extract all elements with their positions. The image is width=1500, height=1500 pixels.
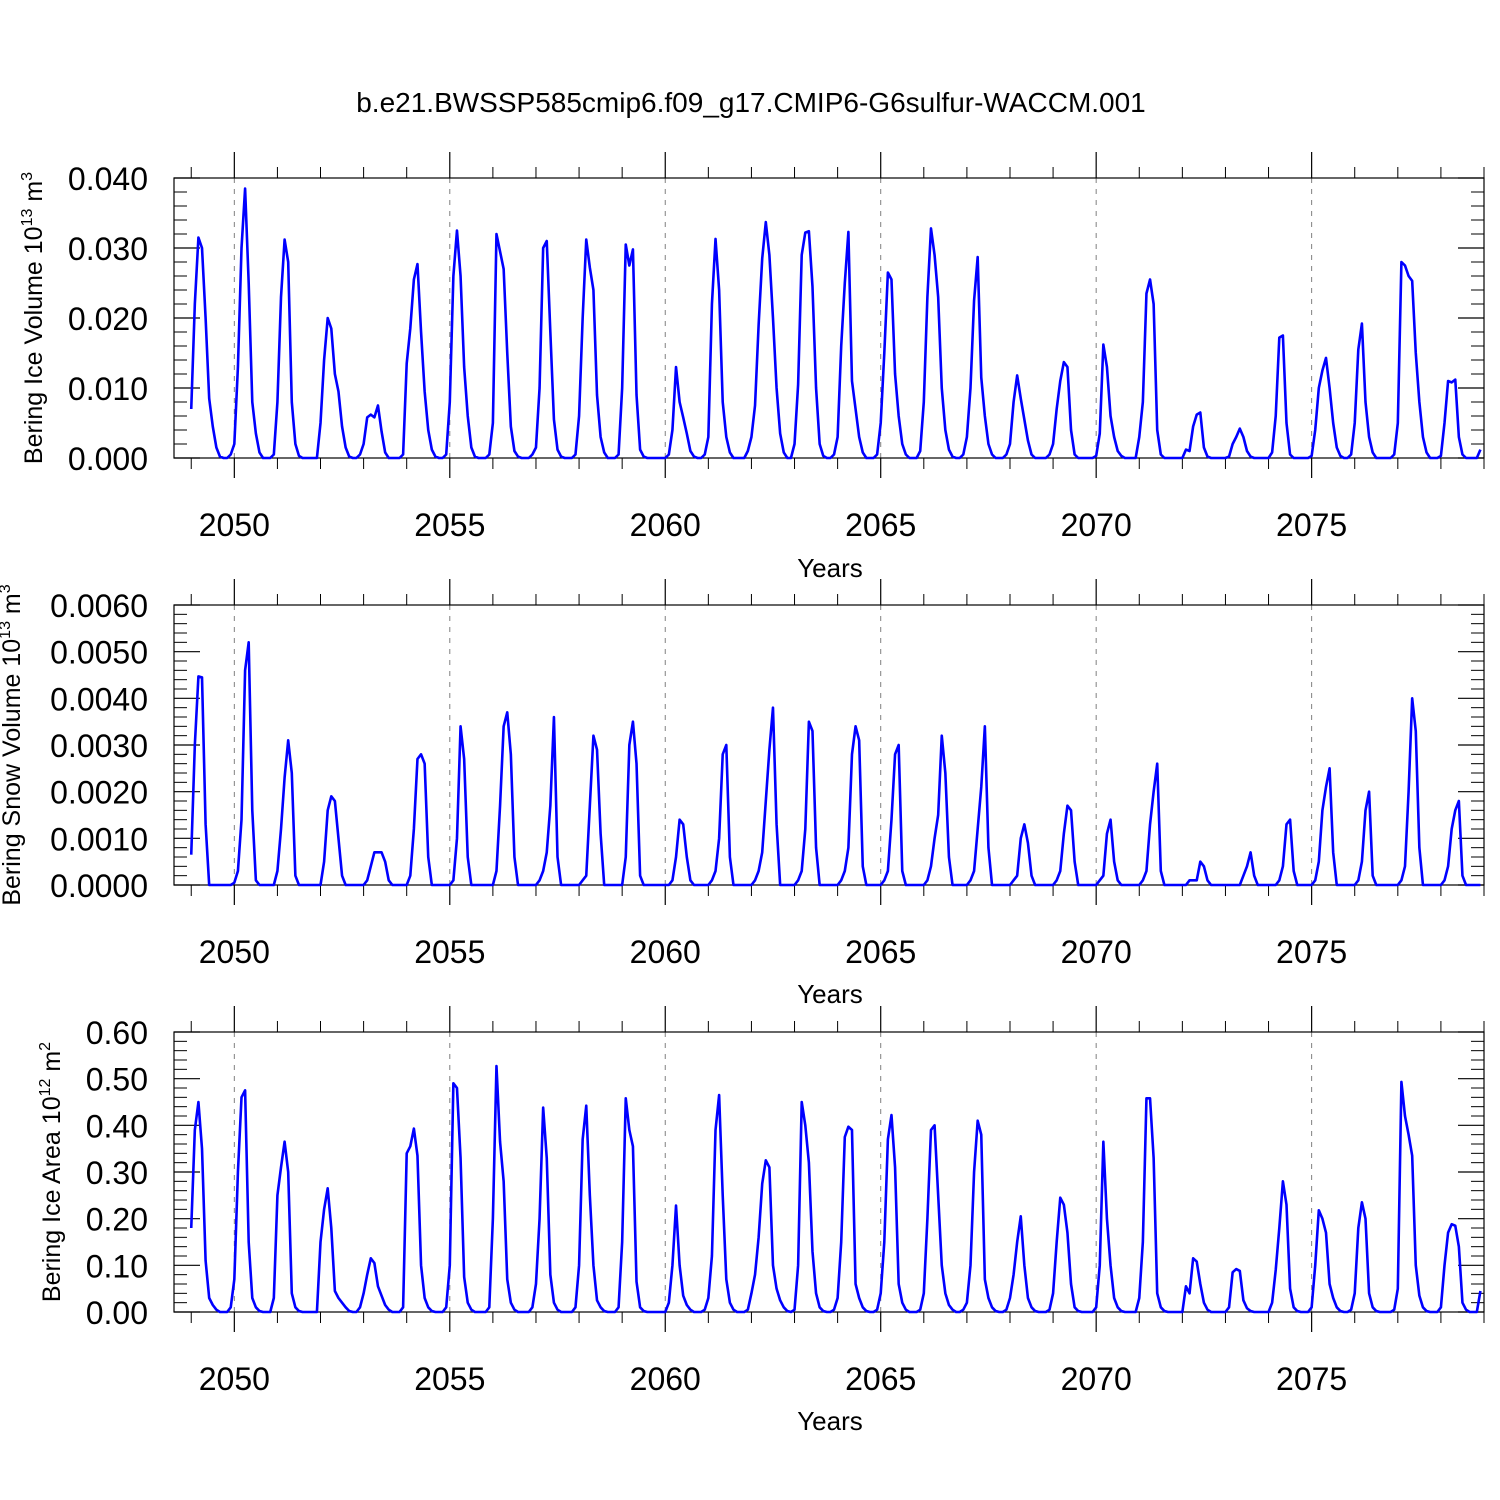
- ice-volume-ylabel: Bering Ice Volume 1013 m3: [19, 172, 48, 464]
- snow-volume-xtick-label: 2055: [414, 934, 485, 970]
- ice-volume-ylabel-unit-exp: 3: [19, 172, 36, 181]
- ice-area-xtick-label: 2075: [1276, 1361, 1347, 1397]
- ice-area-series-line: [189, 1064, 1482, 1314]
- ice-volume-ylabel-unit: m: [20, 181, 48, 209]
- snow-volume-ylabel-exp: 13: [0, 621, 14, 639]
- ice-area-ylabel-exp: 12: [37, 1078, 54, 1096]
- ice-volume-ytick-label: 0.000: [68, 441, 148, 477]
- ice-volume-ytick-label: 0.030: [68, 231, 148, 267]
- ice-volume-axes: [173, 152, 1485, 478]
- snow-volume-ytick-labels: 0.0000 0.0010 0.0020 0.0030 0.0040 0.0050 0.00…: [50, 588, 148, 904]
- ice-area-ylabel-unit: m: [38, 1051, 66, 1079]
- ice-volume-xtick-label: 2065: [845, 507, 916, 543]
- snow-volume-xtick-label: 2070: [1061, 934, 1132, 970]
- ice-area-ylabel-text: Bering Ice Area 10: [38, 1096, 66, 1302]
- ice-volume-xtick-label: 2050: [199, 507, 270, 543]
- ice-area-ytick-label: 0.50: [86, 1062, 148, 1098]
- ice-volume-ytick-label: 0.040: [68, 161, 148, 197]
- snow-volume-grid: [233, 605, 1313, 885]
- snow-volume-ytick-label: 0.0020: [50, 775, 148, 811]
- ice-area-xtick-label: 2055: [414, 1361, 485, 1397]
- ice-area-xtick-label: 2050: [199, 1361, 270, 1397]
- snow-volume-xtick-label: 2060: [630, 934, 701, 970]
- ice-volume-ylabel-exp: 13: [19, 209, 36, 227]
- snow-volume-series-line: [189, 641, 1481, 887]
- ice-volume-ylabel-text: Bering Ice Volume 10: [20, 226, 48, 464]
- ice-area-xtick-label: 2065: [845, 1361, 916, 1397]
- ice-volume-xtick-label: 2060: [630, 507, 701, 543]
- snow-volume-ytick-label: 0.0010: [50, 821, 148, 857]
- ice-area-xlabel: Years: [797, 1406, 863, 1436]
- ice-volume-series-line: [189, 187, 1482, 460]
- ice-volume-xtick-labels: 2050 2055 2060 2065 2070 2075: [199, 507, 1347, 543]
- snow-volume-ylabel-unit-exp: 3: [0, 584, 14, 593]
- ice-area-ylabel-unit-exp: 2: [37, 1042, 54, 1051]
- snow-volume-xtick-label: 2065: [845, 934, 916, 970]
- snow-volume-ylabel: Bering Snow Volume 1013 m3: [0, 584, 26, 905]
- snow-volume-xtick-label: 2075: [1276, 934, 1347, 970]
- ice-volume-xlabel: Years: [797, 553, 863, 583]
- snow-volume-ytick-label: 0.0000: [50, 868, 148, 904]
- snow-volume-ytick-label: 0.0060: [50, 588, 148, 624]
- ice-area-ytick-label: 0.60: [86, 1015, 148, 1051]
- ice-volume-ytick-labels: 0.000 0.010 0.020 0.030 0.040: [68, 161, 148, 477]
- snow-volume-ytick-label: 0.0050: [50, 635, 148, 671]
- panel-snow-volume: 0.0000 0.0010 0.0020 0.0030 0.0040 0.0050 0.00…: [0, 579, 1485, 1009]
- ice-area-ytick-label: 0.40: [86, 1108, 148, 1144]
- ice-area-ylabel: Bering Ice Area 1012 m2: [37, 1042, 66, 1302]
- snow-volume-xtick-label: 2050: [199, 934, 270, 970]
- figure-title: b.e21.BWSSP585cmip6.f09_g17.CMIP6-G6sulf…: [356, 87, 1146, 118]
- snow-volume-xtick-labels: 2050 2055 2060 2065 2070 2075: [199, 934, 1347, 970]
- snow-volume-ytick-label: 0.0040: [50, 681, 148, 717]
- ice-volume-ytick-label: 0.020: [68, 301, 148, 337]
- ice-volume-ytick-label: 0.010: [68, 371, 148, 407]
- ice-area-ytick-label: 0.30: [86, 1155, 148, 1191]
- snow-volume-ylabel-unit: m: [0, 593, 26, 621]
- ice-area-xtick-label: 2070: [1061, 1361, 1132, 1397]
- ice-volume-xtick-label: 2075: [1276, 507, 1347, 543]
- ice-area-ytick-label: 0.20: [86, 1202, 148, 1238]
- ice-volume-xtick-label: 2070: [1061, 507, 1132, 543]
- ice-area-xtick-label: 2060: [630, 1361, 701, 1397]
- ice-area-ytick-label: 0.10: [86, 1248, 148, 1284]
- ice-volume-xtick-label: 2055: [414, 507, 485, 543]
- panel-ice-area: 0.00 0.10 0.20 0.30 0.40 0.50 0.60 2050 2055 206…: [37, 1006, 1485, 1436]
- ice-area-ytick-label: 0.00: [86, 1295, 148, 1331]
- snow-volume-ylabel-text: Bering Snow Volume 10: [0, 639, 26, 906]
- snow-volume-ytick-label: 0.0030: [50, 728, 148, 764]
- ice-area-ytick-labels: 0.00 0.10 0.20 0.30 0.40 0.50 0.60: [86, 1015, 148, 1331]
- ice-area-xtick-labels: 2050 2055 2060 2065 2070 2075: [199, 1361, 1347, 1397]
- snow-volume-xlabel: Years: [797, 979, 863, 1009]
